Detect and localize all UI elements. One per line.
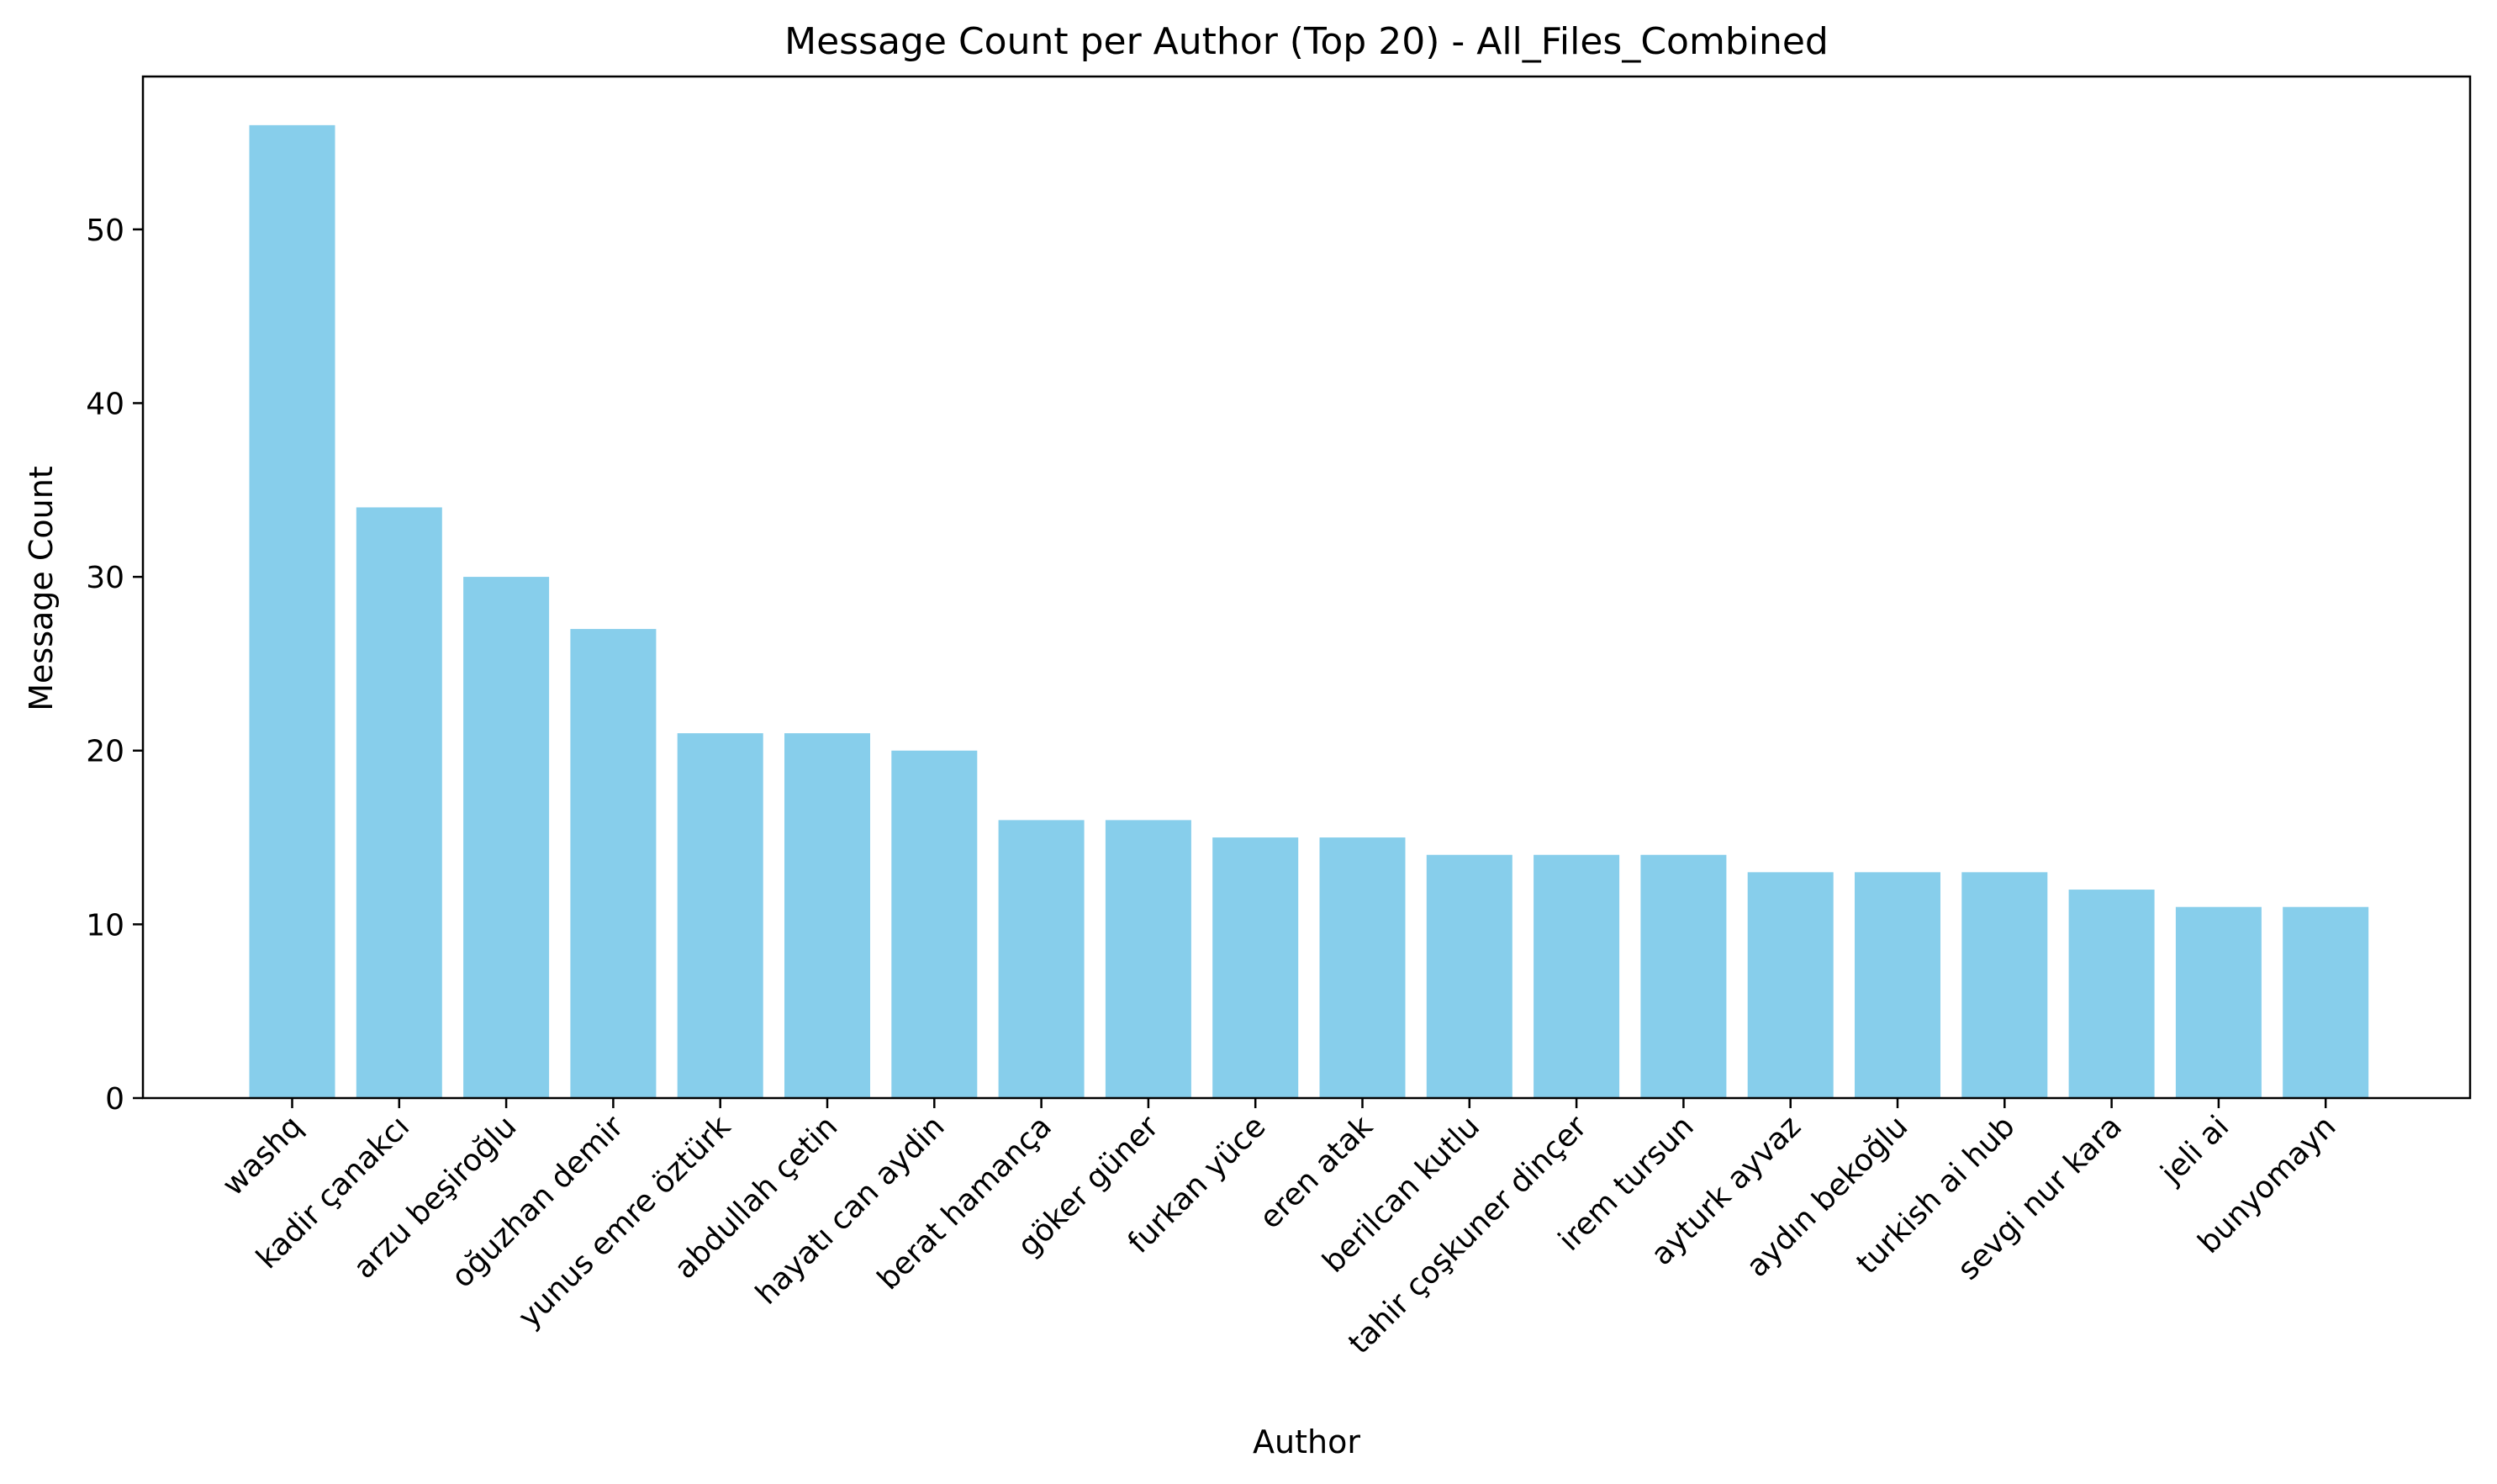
bar-4 — [677, 733, 763, 1098]
y-tick-label-3: 30 — [86, 561, 124, 595]
y-axis: 0 10 20 30 40 50 — [86, 214, 143, 1117]
bar-11 — [1426, 854, 1512, 1098]
bar-12 — [1534, 854, 1620, 1098]
x-tick-label-4: yunus emre öztürk — [512, 1109, 737, 1334]
bar-15 — [1855, 872, 1940, 1098]
y-tick-label-1: 10 — [86, 908, 124, 943]
bar-16 — [1961, 872, 2048, 1098]
bar-17 — [2068, 890, 2155, 1098]
bar-0 — [249, 124, 335, 1098]
bar-19 — [2283, 906, 2369, 1098]
bar-5 — [784, 733, 870, 1098]
bar-13 — [1640, 854, 1727, 1098]
x-axis-label: Author — [1253, 1423, 1360, 1460]
bar-2 — [463, 577, 550, 1098]
bars-group — [249, 124, 2369, 1098]
x-tick-label-18: jeli ai — [2154, 1109, 2236, 1191]
x-tick-label-6: hayatı can aydin — [749, 1109, 951, 1311]
bar-1 — [356, 507, 442, 1098]
bar-8 — [1105, 820, 1191, 1098]
y-tick-label-4: 40 — [86, 387, 124, 421]
bar-14 — [1747, 872, 1834, 1098]
y-axis-label: Message Count — [23, 466, 60, 710]
y-tick-label-0: 0 — [105, 1082, 124, 1117]
chart-title: Message Count per Author (Top 20) - All_… — [784, 20, 1829, 63]
y-tick-label-2: 20 — [86, 735, 124, 769]
plot-frame — [141, 75, 2472, 1100]
bar-10 — [1319, 837, 1406, 1098]
bar-7 — [998, 820, 1085, 1098]
bar-3 — [570, 629, 657, 1098]
bar-9 — [1212, 837, 1299, 1098]
x-tick-label-0: washq — [216, 1109, 309, 1202]
bar-18 — [2175, 906, 2262, 1098]
bar-6 — [891, 750, 978, 1098]
y-tick-label-5: 50 — [86, 214, 124, 248]
